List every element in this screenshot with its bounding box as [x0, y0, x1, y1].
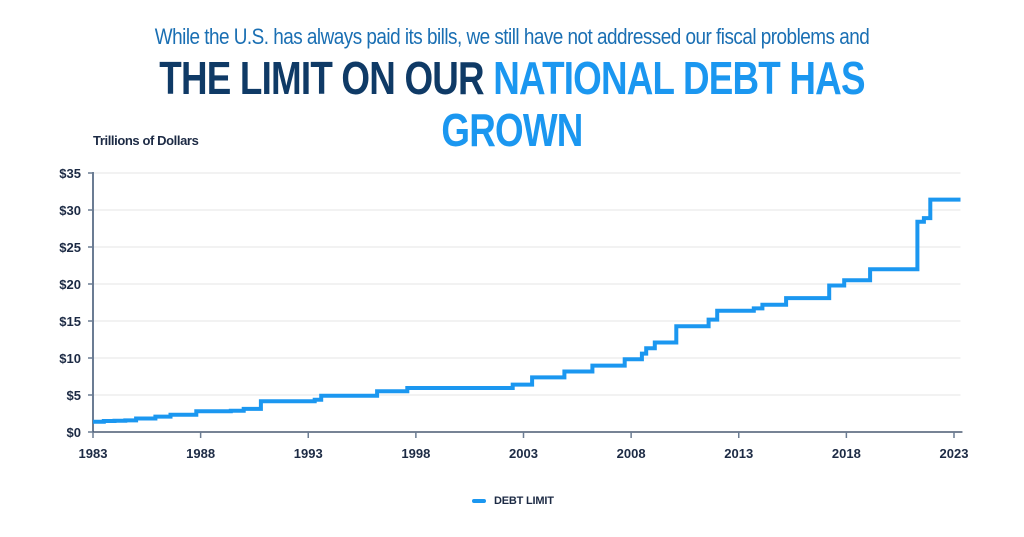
legend-swatch-debt-limit [472, 499, 486, 503]
chart-title-highlight-part: NATIONAL DEBT HAS GROWN [441, 52, 865, 156]
y-tick-label: $10 [59, 351, 81, 366]
x-tick-label: 1993 [294, 446, 323, 461]
x-tick-label: 1983 [79, 446, 108, 461]
y-axis-ticks: $0 $5 $10 $15 $20 $25 $30 $35 [59, 166, 93, 440]
y-tick-label: $15 [59, 314, 81, 329]
x-tick-label: 1998 [401, 446, 430, 461]
legend: DEBT LIMIT [472, 495, 554, 507]
y-tick-label: $0 [67, 425, 81, 440]
chart-title: THE LIMIT ON OUR NATIONAL DEBT HAS GROWN [102, 52, 921, 156]
y-axis-title: Trillions of Dollars [93, 133, 199, 148]
x-axis-ticks: 1983 1988 1993 1998 2003 2008 2013 2018 2023 [79, 432, 969, 461]
y-tick-label: $5 [67, 388, 81, 403]
x-tick-label: 1988 [186, 446, 215, 461]
chart-subtitle: While the U.S. has always paid its bills… [154, 24, 870, 49]
x-tick-label: 2013 [724, 446, 753, 461]
y-tick-label: $20 [59, 277, 81, 292]
y-tick-label: $25 [59, 240, 81, 255]
x-tick-label: 2023 [940, 446, 969, 461]
legend-label: DEBT LIMIT [494, 495, 554, 507]
y-tick-label: $30 [59, 203, 81, 218]
x-tick-label: 2018 [832, 446, 861, 461]
y-tick-label: $35 [59, 166, 81, 181]
chart-title-dark-part: THE LIMIT ON OUR [159, 52, 494, 104]
x-tick-label: 2003 [509, 446, 538, 461]
x-tick-label: 2008 [617, 446, 646, 461]
gridlines [93, 172, 961, 396]
axes [92, 172, 963, 433]
debt-limit-line [93, 197, 961, 424]
